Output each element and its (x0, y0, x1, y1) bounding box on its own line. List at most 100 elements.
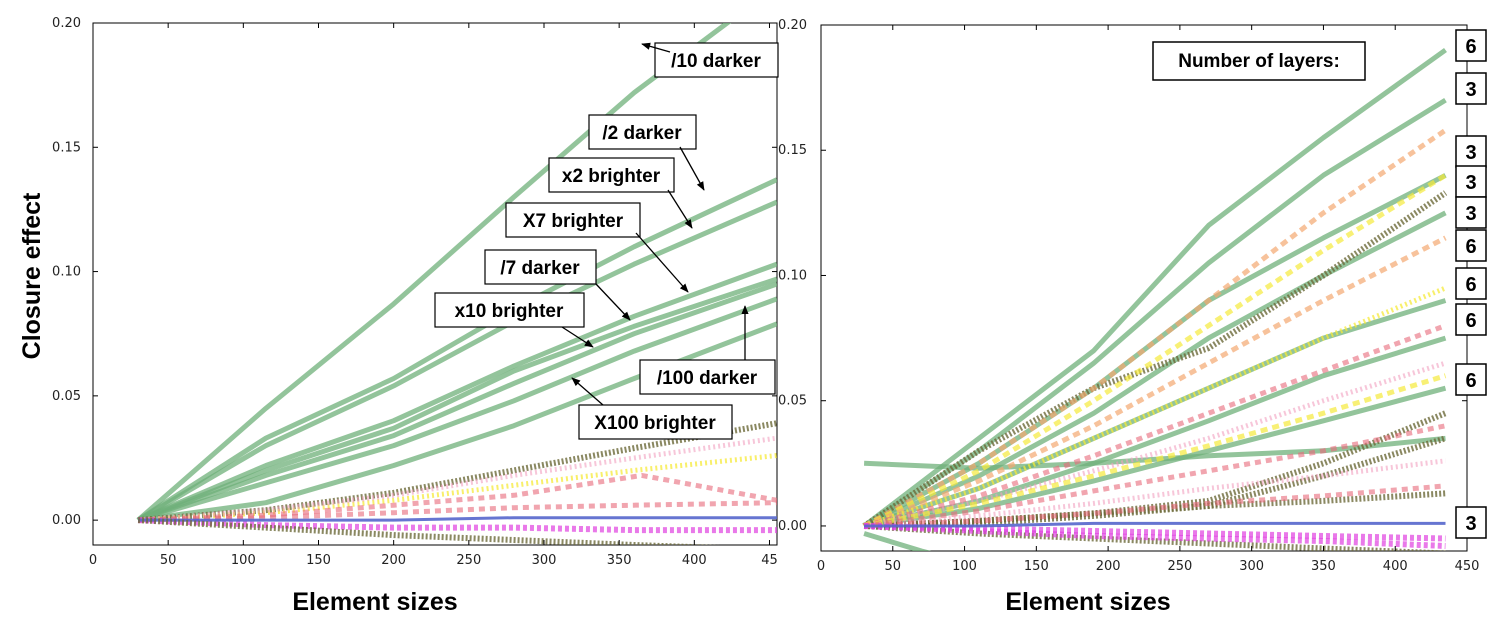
x-tick-label: 350 (607, 553, 632, 568)
annotation-7-darker: /7 darker (484, 249, 631, 321)
x-tick-label: 200 (381, 553, 406, 568)
x-tick-label: 400 (1383, 559, 1408, 574)
left-ticks: 0.00 0.05 0.10 0.15 0.20 0 50 100 150 200 250 300 35… (52, 16, 778, 568)
series-line-green-solid-1 (136, 177, 777, 523)
y-tick-label: 0.05 (778, 394, 807, 409)
series-line-olive-thick-11 (864, 435, 1447, 529)
left-chart: 0.00 0.05 0.10 0.15 0.20 0 50 100 150 200 250 300 35… (18, 16, 779, 616)
series-line-green-solid-8 (863, 531, 932, 551)
layer-badge: 6 (1455, 29, 1487, 62)
series-line-green-solid-4 (137, 276, 777, 523)
series-line-green-solid-3 (137, 261, 777, 523)
x-tick-label: 250 (1167, 559, 1192, 574)
series-line-green-solid-5 (137, 281, 777, 523)
series-line-red-dashed-12 (138, 500, 777, 523)
x-tick-label: 300 (532, 553, 557, 568)
series-line-blue-solid-26 (864, 521, 1446, 528)
y-tick-label: 0.15 (778, 143, 807, 158)
annotation-label: X100 brighter (594, 413, 716, 434)
y-tick-label: 0.00 (778, 519, 807, 534)
layer-badge: 6 (1455, 229, 1487, 262)
series-line-orange-dashed-14 (862, 128, 1447, 529)
x-tick-label: 100 (231, 553, 256, 568)
layer-badge-label: 3 (1465, 79, 1476, 101)
annotation-x7-brighter: X7 brighter (505, 202, 689, 293)
y-tick-label: 0.15 (52, 140, 81, 155)
layers-legend-title: Number of layers: (1178, 51, 1340, 72)
layer-badge: 6 (1455, 267, 1487, 300)
series-line-green-solid-6 (137, 296, 777, 523)
layer-badge: 6 (1455, 363, 1487, 396)
layer-badge-label: 3 (1465, 172, 1476, 194)
annotation-2-darker: /2 darker (588, 114, 705, 191)
series-line-olive-thick-10 (863, 410, 1447, 529)
layer-badge: 3 (1455, 72, 1487, 105)
x-tick-label: 200 (1096, 559, 1121, 574)
series-line-magenta-dashed-25 (863, 523, 1446, 549)
series-line-olive-thick-8 (137, 420, 777, 524)
series-line-olive-thick-9 (862, 190, 1448, 529)
layer-badge: 3 (1455, 165, 1487, 198)
x-tick-label: 300 (1239, 559, 1264, 574)
x-tick-label: 150 (1024, 559, 1049, 574)
annotation-label: /7 darker (500, 258, 580, 279)
layer-badge: 6 (1455, 303, 1487, 336)
annotation-10-darker: /10 darker (641, 42, 779, 78)
annotation-label: /100 darker (657, 368, 758, 389)
y-tick-label: 0.20 (52, 16, 81, 31)
series-line-green-solid-2 (136, 199, 777, 523)
annotation-label: /10 darker (671, 51, 761, 72)
series-line-pink-dotted-19 (863, 360, 1447, 529)
series-line-blue-solid-14 (138, 516, 777, 522)
layer-badge-label: 3 (1465, 513, 1476, 535)
layer-badge-label: 6 (1465, 310, 1476, 332)
series-line-yellow-dashed-20 (863, 373, 1447, 529)
annotation-label: /2 darker (602, 123, 682, 144)
layer-badge-label: 3 (1465, 142, 1476, 164)
x-tick-label: 0 (817, 559, 825, 574)
layer-badge-label: 6 (1465, 370, 1476, 392)
y-tick-label: 0.00 (52, 513, 81, 528)
left-y-axis-title: Closure effect (18, 192, 46, 359)
series-line-yellow-dashed-15 (863, 173, 1447, 529)
annotation-100-darker: /100 darker (639, 305, 776, 395)
layer-badge: 3 (1455, 135, 1487, 168)
x-tick-label: 100 (952, 559, 977, 574)
y-tick-label: 0.10 (778, 268, 807, 283)
layer-badge-label: 6 (1465, 274, 1476, 296)
annotation-x2-brighter: x2 brighter (548, 157, 693, 229)
x-tick-label: 50 (885, 559, 902, 574)
series-line-pink-dotted-10 (137, 435, 777, 523)
x-tick-label: 400 (682, 553, 707, 568)
series-line-olive-thick-13 (863, 523, 1446, 551)
right-x-axis-title: Element sizes (1005, 588, 1170, 616)
y-tick-label: 0.05 (52, 389, 81, 404)
layer-badge-label: 3 (1465, 203, 1476, 225)
series-line-green-solid-0 (862, 47, 1447, 528)
series-line-red-dashed-11 (138, 472, 777, 523)
annotations: /10 darker /2 darker x2 brighter X7 brig… (434, 42, 779, 440)
right-ticks: 0.00 0.05 0.10 0.15 0.20 0 50 100 150 200 250 300 35… (778, 18, 1479, 574)
series-line-green-solid-1 (862, 97, 1447, 529)
layer-badge-label: 6 (1465, 236, 1476, 258)
annotation-label: x2 brighter (562, 166, 661, 187)
series-line-red-dashed-23 (863, 483, 1446, 529)
annotation-x100-brighter: X100 brighter (571, 377, 733, 440)
x-tick-label: 350 (1311, 559, 1336, 574)
x-tick-label: 0 (89, 553, 97, 568)
series-line-green-solid-6 (863, 385, 1447, 529)
series-line-olive-thick-12 (863, 490, 1446, 529)
layers-legend-box: Number of layers: (1152, 41, 1366, 81)
series-line-pink-dotted-22 (863, 458, 1446, 529)
right-chart: 0.00 0.05 0.10 0.15 0.20 0 50 100 150 200 250 300 35… (778, 18, 1487, 616)
x-tick-label: 450 (1455, 559, 1480, 574)
x-tick-label: 50 (160, 553, 177, 568)
layer-badge: 3 (1455, 196, 1487, 229)
layer-badges: 6 3 3 3 3 6 6 6 6 3 (1455, 29, 1487, 539)
series-line-orange-dashed-16 (863, 235, 1447, 529)
x-tick-label: 250 (456, 553, 481, 568)
layer-badge: 3 (1455, 506, 1487, 539)
series-line-magenta-dashed-24 (864, 523, 1446, 542)
annotation-label: X7 brighter (523, 211, 624, 232)
